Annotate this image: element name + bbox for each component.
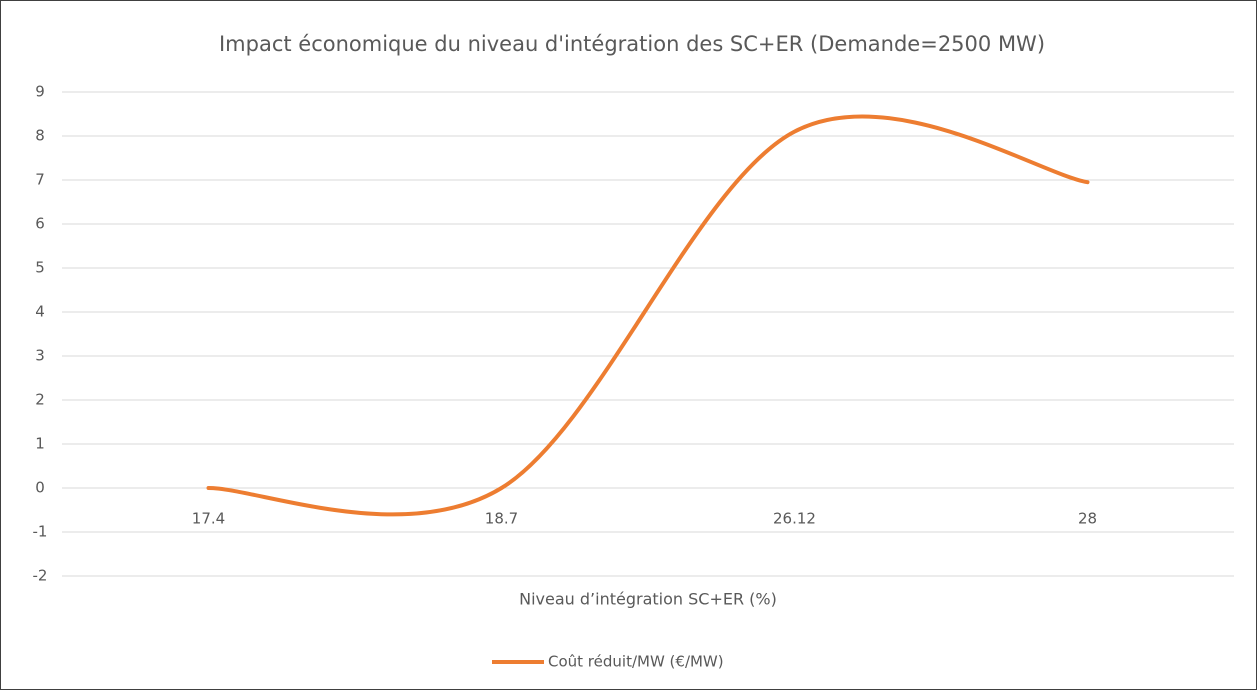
chart-title: Impact économique du niveau d'intégratio… xyxy=(219,32,1045,56)
x-tick-label: 18.7 xyxy=(485,510,518,528)
y-tick-label: 9 xyxy=(35,83,45,101)
y-tick-label: 3 xyxy=(35,347,45,365)
y-tick-label: 1 xyxy=(35,435,45,453)
y-tick-label: 7 xyxy=(35,171,45,189)
y-tick-label: 4 xyxy=(35,303,45,321)
y-tick-label: 0 xyxy=(35,479,45,497)
x-tick-label: 28 xyxy=(1078,510,1097,528)
series-line xyxy=(206,114,1090,517)
legend-label: Coût réduit/MW (€/MW) xyxy=(548,653,724,671)
y-tick-label: 6 xyxy=(35,215,45,233)
y-tick-label: -2 xyxy=(33,567,48,585)
y-tick-label: -1 xyxy=(33,523,48,541)
x-tick-label: 17.4 xyxy=(192,510,225,528)
x-tick-label: 26.12 xyxy=(773,510,816,528)
y-tick-label: 2 xyxy=(35,391,45,409)
x-axis-title: Niveau d’intégration SC+ER (%) xyxy=(519,590,777,609)
y-tick-label: 8 xyxy=(35,127,45,145)
y-tick-label: 5 xyxy=(35,259,45,277)
